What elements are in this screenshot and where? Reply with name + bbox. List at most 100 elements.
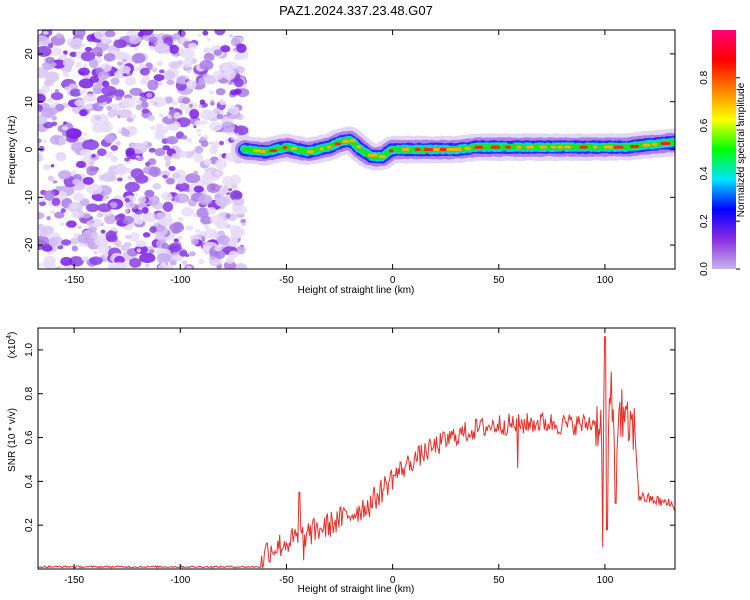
noise-blob [114,89,125,98]
noise-blob [235,133,240,137]
noise-blob [60,256,73,267]
noise-blob [113,51,126,60]
noise-blob [233,125,249,136]
noise-blob [154,133,166,140]
snr-panel: -150 -100 -50 0 50 100 0.2 0.4 0.6 0.8 1.0 Height … [6,327,676,595]
noise-blob [172,200,178,205]
noise-blob [62,57,75,68]
noise-blob [211,141,220,149]
noise-blob [70,237,79,245]
noise-blob [177,59,184,66]
noise-blob [171,172,181,179]
noise-blob [104,151,114,159]
noise-blob [110,227,118,232]
noise-blob [169,260,177,266]
noise-blob [98,122,113,133]
noise-blob [50,210,55,214]
noise-blob [228,240,238,247]
noise-blob [177,235,183,240]
noise-blob [115,164,128,176]
noise-blob [153,42,170,54]
noise-blob [142,232,151,238]
noise-blob [202,30,209,36]
noise-blob [106,234,118,243]
noise-blob [193,170,199,175]
noise-blob [225,213,231,219]
noise-blob [229,34,234,38]
spectrogram-xlabel: Height of straight line (km) [298,285,415,296]
snr-ytick-label: 1.0 [24,343,35,357]
noise-blob [160,262,167,267]
noise-blob [82,176,94,185]
noise-blob [237,246,243,251]
noise-blob [129,114,137,119]
noise-blob [232,191,243,200]
noise-blob [199,99,206,105]
noise-blob [50,92,64,101]
noise-blob [58,136,67,145]
noise-blob [62,70,70,77]
noise-blob [200,140,209,147]
noise-blob [200,216,213,225]
noise-blob [156,60,163,67]
noise-blob [129,87,143,97]
noise-blob [86,165,98,176]
noise-blob [98,240,108,248]
snr-ytick-label: 0.4 [24,474,35,488]
noise-blob [216,113,224,120]
noise-blob [55,185,62,191]
noise-blob [193,153,204,163]
noise-blob [162,70,176,81]
noise-blob [142,75,150,84]
noise-blob [155,126,169,135]
snr-line [38,336,675,569]
spectrogram-xtick-label: -50 [279,275,294,286]
noise-blob [85,184,103,195]
noise-blob [154,148,166,157]
noise-blob [80,51,96,62]
noise-blob [180,48,195,60]
noise-blob [224,48,231,52]
noise-blob [219,98,224,103]
noise-blob [225,256,235,264]
noise-blob [194,120,202,126]
noise-blob [215,88,226,96]
noise-blob [83,93,97,103]
noise-blob [203,134,208,139]
noise-blob [83,132,88,137]
noise-blob [92,83,103,94]
noise-blob [153,74,165,82]
noise-blob [208,90,215,95]
noise-blob [38,212,45,220]
noise-blob [118,65,131,74]
noise-blob [98,103,104,107]
noise-blob [165,162,171,168]
noise-blob [46,216,51,221]
noise-blob [60,208,66,214]
noise-blob [110,155,119,163]
snr-xtick-label: -150 [64,575,84,586]
noise-blob [110,144,119,151]
noise-blob [38,142,41,147]
noise-blob [188,42,198,50]
noise-blob [38,138,42,143]
colorbar-tick-label: 0.4 [699,166,710,180]
noise-blob [70,170,77,176]
noise-blob [65,128,82,139]
noise-blob [154,222,159,226]
noise-blob [38,235,49,246]
noise-blob [177,217,184,222]
noise-blob [191,238,199,245]
noise-blob [47,107,58,115]
noise-blob [222,186,230,191]
noise-blob [57,170,72,180]
noise-blob [141,101,149,109]
noise-blob [168,165,176,171]
noise-blob [63,121,67,125]
colorbar-ticks: 0.0 0.2 0.4 0.6 0.8 [699,70,740,276]
noise-blob [81,256,89,262]
noise-blob [188,251,196,257]
noise-blob [69,88,82,97]
noise-blob [227,105,240,115]
